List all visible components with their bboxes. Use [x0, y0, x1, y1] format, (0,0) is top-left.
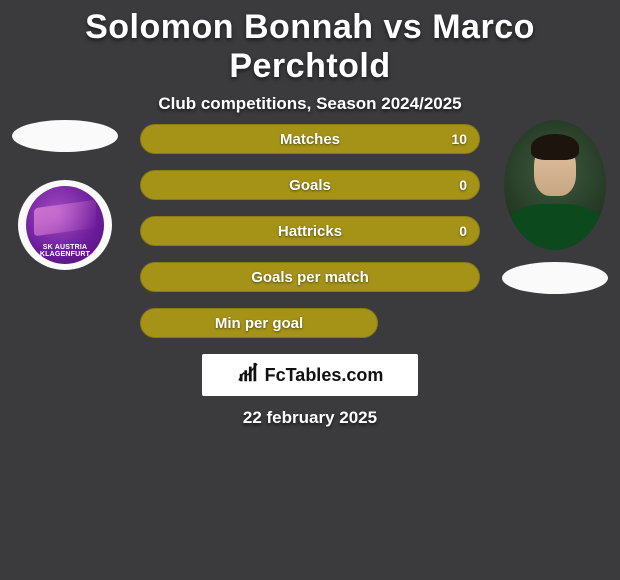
- player1-column: SK AUSTRIA KLAGENFURT: [0, 120, 130, 270]
- stat-value-right: 0: [459, 177, 467, 193]
- stat-row-hattricks: Hattricks0: [140, 216, 480, 246]
- stat-label: Matches: [141, 131, 479, 148]
- stat-row-goals: Goals0: [140, 170, 480, 200]
- stat-row-min-per-goal: Min per goal: [140, 308, 378, 338]
- stat-label: Goals: [141, 177, 479, 194]
- stat-value-right: 10: [451, 131, 467, 147]
- stat-row-matches: Matches10: [140, 124, 480, 154]
- player2-club-badge-placeholder: [502, 262, 608, 294]
- player2-column: [490, 120, 620, 294]
- player1-club-badge: SK AUSTRIA KLAGENFURT: [18, 180, 112, 270]
- branding-badge: FcTables.com: [202, 354, 418, 396]
- stats-block: Matches10Goals0Hattricks0Goals per match…: [140, 124, 480, 354]
- subtitle: Club competitions, Season 2024/2025: [0, 94, 620, 114]
- stat-label: Min per goal: [141, 315, 377, 332]
- player1-club-name: SK AUSTRIA KLAGENFURT: [26, 244, 104, 258]
- page-title: Solomon Bonnah vs Marco Perchtold: [0, 0, 620, 86]
- stat-value-right: 0: [459, 223, 467, 239]
- stat-label: Goals per match: [141, 269, 479, 286]
- chart-icon: [237, 362, 259, 389]
- stat-label: Hattricks: [141, 223, 479, 240]
- branding-text: FcTables.com: [265, 365, 384, 386]
- stat-row-goals-per-match: Goals per match: [140, 262, 480, 292]
- player2-photo: [504, 120, 606, 250]
- date-text: 22 february 2025: [0, 408, 620, 428]
- player1-photo-placeholder: [12, 120, 118, 152]
